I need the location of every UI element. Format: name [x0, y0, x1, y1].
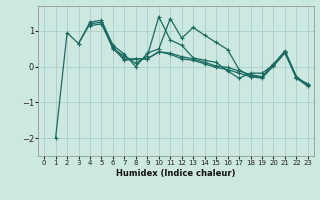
X-axis label: Humidex (Indice chaleur): Humidex (Indice chaleur): [116, 169, 236, 178]
